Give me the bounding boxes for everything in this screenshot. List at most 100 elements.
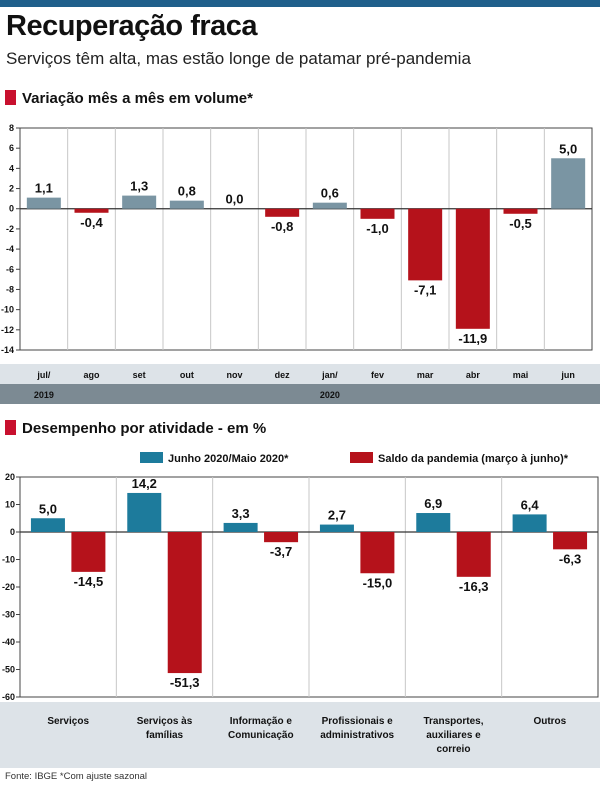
legend-item-series2: Saldo da pandemia (março à junho)* xyxy=(350,452,568,465)
y-tick-label: -40 xyxy=(2,637,15,647)
y-tick-label: -6 xyxy=(6,264,14,274)
month-label: out xyxy=(180,370,194,380)
top-accent-bar xyxy=(0,0,600,7)
bar-series1 xyxy=(319,524,354,532)
bar-series2 xyxy=(553,532,588,550)
month-label: dez xyxy=(275,370,291,380)
data-label: 6,9 xyxy=(424,496,442,511)
data-label: -1,0 xyxy=(366,221,388,236)
data-label: 0,6 xyxy=(321,186,339,201)
month-label: ago xyxy=(83,370,100,380)
bar-series1 xyxy=(223,522,258,532)
y-tick-label: 2 xyxy=(9,184,14,194)
data-label: -16,3 xyxy=(459,579,489,594)
legend-swatch-blue xyxy=(140,452,163,463)
data-label: -14,5 xyxy=(74,574,104,589)
chart2-title: Desempenho por atividade - em % xyxy=(22,420,267,437)
y-tick-label: 10 xyxy=(5,500,15,510)
chart1-title: Variação mês a mês em volume* xyxy=(22,90,253,107)
bar-series2 xyxy=(360,532,395,574)
category-band xyxy=(0,702,600,768)
chart1-monthly-volume: 8 6 4 2 0 -2 -4 -6 -8 -10 -12 -14 1,1 -0,4 1,3 0,8 0,0 -0… xyxy=(0,123,600,404)
red-square-icon xyxy=(5,420,16,435)
chart1-heading: Variação mês a mês em volume* xyxy=(5,90,253,107)
year-label-2019: 2019 xyxy=(34,390,54,400)
y-tick-label: -50 xyxy=(2,665,15,675)
y-tick-label: 4 xyxy=(9,163,14,173)
data-label: 14,2 xyxy=(132,476,157,491)
month-label: mar xyxy=(417,370,434,380)
data-label: 5,0 xyxy=(39,501,57,516)
category-label: correio xyxy=(437,744,471,755)
category-label: Informação e xyxy=(230,716,293,727)
y-tick-label: 8 xyxy=(9,123,14,133)
bar xyxy=(455,208,490,329)
month-label: fev xyxy=(371,370,384,380)
red-square-icon xyxy=(5,90,16,105)
data-label: 1,1 xyxy=(35,181,53,196)
category-label: administrativos xyxy=(320,730,394,741)
data-label: -6,3 xyxy=(559,551,581,566)
bar xyxy=(312,202,347,209)
bar-series2 xyxy=(167,532,202,674)
data-label: -3,7 xyxy=(270,544,292,559)
page-title: Recuperação fraca xyxy=(6,10,258,42)
legend-swatch-red xyxy=(350,452,373,463)
bar xyxy=(503,208,538,214)
bar-series1 xyxy=(416,513,451,532)
chart2-heading: Desempenho por atividade - em % xyxy=(5,420,266,437)
bar xyxy=(551,158,586,209)
category-label: Comunicação xyxy=(228,730,294,741)
bar-series2 xyxy=(264,532,299,543)
data-label: -7,1 xyxy=(414,282,436,297)
month-label: jun xyxy=(560,370,575,380)
y-tick-label: -30 xyxy=(2,610,15,620)
category-label: Profissionais e xyxy=(322,716,394,727)
bar-series1 xyxy=(127,492,162,532)
data-label: 2,7 xyxy=(328,508,346,523)
data-label: 1,3 xyxy=(130,179,148,194)
bar-series1 xyxy=(30,518,65,532)
bar xyxy=(74,208,109,213)
y-tick-label: 0 xyxy=(9,204,14,214)
bar-series2 xyxy=(71,532,106,572)
category-label: famílias xyxy=(146,730,184,741)
data-label: -11,9 xyxy=(458,331,487,346)
y-tick-label: -10 xyxy=(2,555,15,565)
y-tick-label: 20 xyxy=(5,472,15,482)
y-tick-label: -2 xyxy=(6,224,14,234)
data-label: 0,8 xyxy=(178,184,196,199)
category-label: Serviços às xyxy=(137,716,193,727)
y-tick-label: -14 xyxy=(1,345,14,355)
legend-label-series2: Saldo da pandemia (março à junho)* xyxy=(378,453,569,465)
page-subtitle: Serviços têm alta, mas estão longe de pa… xyxy=(6,49,471,68)
month-label: nov xyxy=(226,370,242,380)
bar xyxy=(265,208,300,217)
category-label: Outros xyxy=(533,716,566,727)
data-label: 5,0 xyxy=(559,141,577,156)
y-tick-label: -4 xyxy=(6,244,14,254)
category-label: Transportes, xyxy=(423,716,483,727)
bar xyxy=(122,195,157,209)
year-label-2020: 2020 xyxy=(320,390,340,400)
bar xyxy=(26,197,61,209)
category-label: Serviços xyxy=(47,716,89,727)
data-label: -0,5 xyxy=(509,216,531,231)
month-label: jan/ xyxy=(321,370,338,380)
y-tick-label: 0 xyxy=(10,527,15,537)
month-label: jul/ xyxy=(36,370,50,380)
bar-series2 xyxy=(456,532,491,577)
y-tick-label: 6 xyxy=(9,143,14,153)
data-label: -51,3 xyxy=(170,675,200,690)
data-label: 0,0 xyxy=(225,192,243,207)
y-tick-label: -10 xyxy=(1,305,14,315)
bar xyxy=(408,208,443,281)
data-label: -0,4 xyxy=(80,215,103,230)
legend-label-series1: Junho 2020/Maio 2020* xyxy=(168,453,289,465)
category-label: auxiliares e xyxy=(426,730,481,741)
legend-item-series1: Junho 2020/Maio 2020* xyxy=(140,452,288,465)
month-label: set xyxy=(133,370,146,380)
y-tick-label: -8 xyxy=(6,284,14,294)
month-label: mai xyxy=(513,370,529,380)
y-tick-label: -12 xyxy=(1,325,14,335)
